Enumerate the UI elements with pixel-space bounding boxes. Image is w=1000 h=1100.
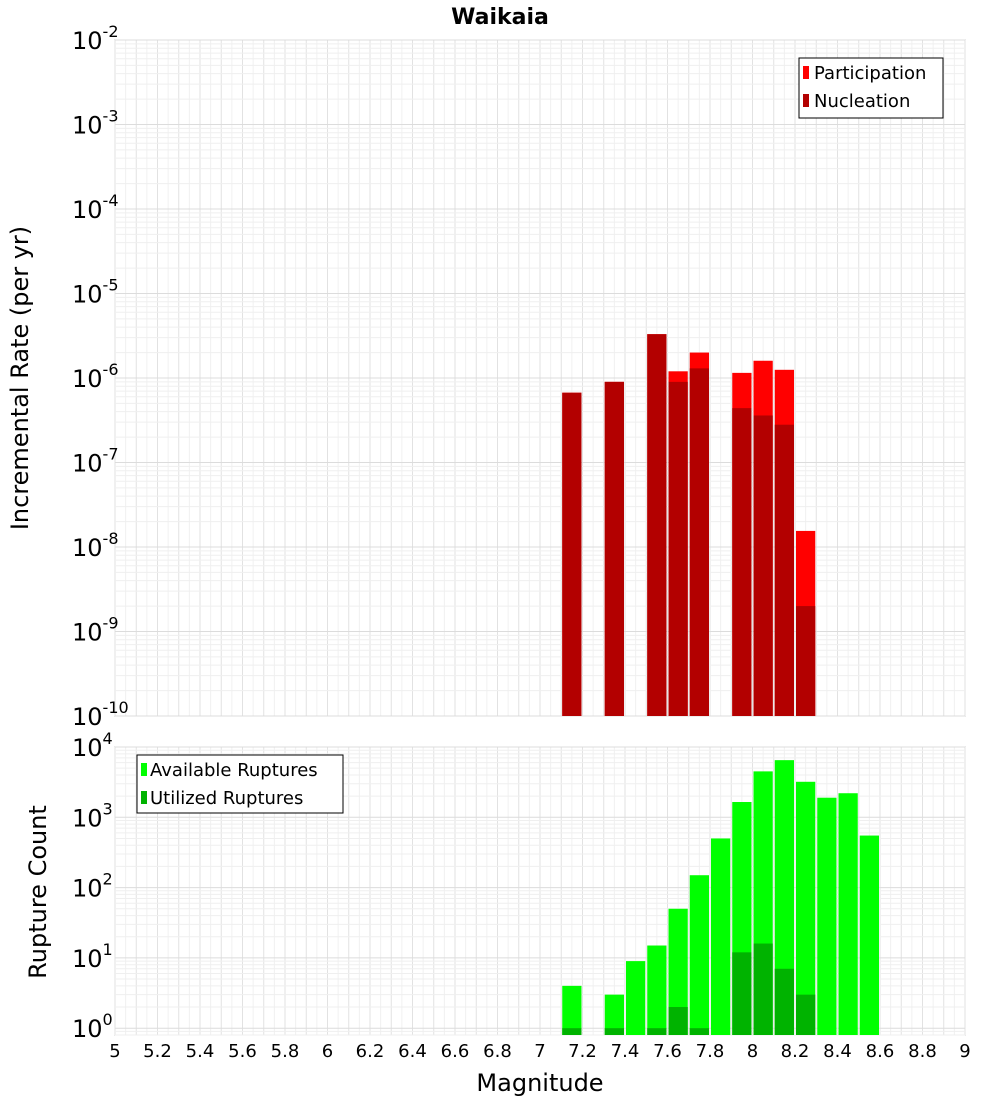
- count-bar-b: [604, 1028, 624, 1035]
- x-tick-label: 7: [534, 1041, 545, 1062]
- x-tick-label: 6.8: [483, 1041, 512, 1062]
- x-tick-label: 6: [322, 1041, 333, 1062]
- count-bar-a: [711, 838, 731, 1035]
- y-tick-label: 10-4: [72, 191, 119, 224]
- count-bar-a: [689, 875, 709, 1035]
- x-tick-label: 9: [959, 1041, 970, 1062]
- count-bar-b: [732, 952, 752, 1035]
- legend-label-nucleation: Nucleation: [814, 91, 910, 112]
- top-y-ticks: 10-10 10-9 10-8 10-7 10-6 10-5 10-4 10-3 10-2: [72, 22, 129, 731]
- legend-swatch-participation: [803, 66, 809, 79]
- count-bar-a: [817, 797, 837, 1035]
- count-bar-a: [604, 994, 624, 1035]
- x-tick-label: 8: [747, 1041, 758, 1062]
- x-tick-label: 8.4: [823, 1041, 852, 1062]
- top-bars: [562, 334, 816, 716]
- legend-swatch-available: [141, 763, 147, 776]
- x-tick-label: 5.4: [186, 1041, 215, 1062]
- count-bar-a: [668, 908, 688, 1035]
- rate-bar-b: [732, 408, 752, 716]
- count-bar-b: [796, 994, 816, 1035]
- rate-bar-b: [689, 368, 709, 716]
- bottom-bars: [562, 760, 879, 1035]
- top-gridlines: [114, 39, 966, 717]
- top-plot-area: 10-10 10-9 10-8 10-7 10-6 10-5 10-4 10-3 10-2 In…: [6, 22, 966, 731]
- rate-bar-b: [604, 381, 624, 716]
- chart-title: Waikaia: [451, 5, 549, 30]
- count-bar-b: [774, 968, 794, 1035]
- count-bar-a: [838, 793, 858, 1035]
- count-bar-a: [859, 835, 879, 1035]
- x-tick-label: 6.4: [398, 1041, 427, 1062]
- bottom-legend: Available Ruptures Utilized Ruptures: [136, 754, 344, 814]
- rate-bar-b: [753, 415, 773, 716]
- rate-bar-b: [796, 606, 816, 716]
- x-tick-label: 5.6: [228, 1041, 257, 1062]
- count-bar-b: [689, 1028, 709, 1035]
- count-bar-b: [562, 1028, 582, 1035]
- x-tick-labels: 5 5.2 5.4 5.6 5.8 6 6.2 6.4 6.6 6.8 7 7.2 7.4 7.6 7.8 8…: [109, 1041, 970, 1062]
- bottom-legend-frame: [136, 754, 344, 814]
- y-tick-label: 10-9: [72, 614, 119, 647]
- legend-label-utilized: Utilized Ruptures: [150, 788, 303, 809]
- x-tick-label: 5.8: [271, 1041, 300, 1062]
- rate-bar-b: [774, 424, 794, 716]
- top-legend-frame: [798, 57, 944, 119]
- y-tick-label: 10-3: [72, 107, 119, 140]
- x-tick-label: 8.6: [866, 1041, 895, 1062]
- y-tick-label: 10-8: [72, 529, 119, 562]
- count-bar-a: [626, 961, 646, 1035]
- rate-bar-b: [562, 392, 582, 716]
- y-tick-label: 10-7: [72, 445, 119, 478]
- y-tick-label: 104: [72, 729, 113, 762]
- x-tick-label: 5.2: [143, 1041, 172, 1062]
- y-tick-label: 10-10: [72, 698, 129, 731]
- legend-label-available: Available Ruptures: [150, 760, 318, 781]
- count-bar-b: [668, 1007, 688, 1035]
- count-bar-b: [647, 1028, 667, 1035]
- top-y-axis-label: Incremental Rate (per yr): [6, 226, 34, 530]
- bottom-y-ticks: 100 101 102 103 104: [72, 729, 113, 1043]
- x-tick-label: 7.8: [696, 1041, 725, 1062]
- legend-label-participation: Participation: [814, 63, 926, 84]
- legend-swatch-utilized: [141, 791, 147, 804]
- y-tick-label: 10-6: [72, 360, 119, 393]
- x-tick-label: 7.4: [611, 1041, 640, 1062]
- count-bar-a: [647, 945, 667, 1035]
- rate-bar-b: [647, 334, 667, 716]
- y-tick-label: 101: [72, 940, 113, 973]
- x-axis-label: Magnitude: [476, 1069, 603, 1097]
- count-bar-a: [796, 781, 816, 1035]
- y-tick-label: 103: [72, 799, 113, 832]
- x-tick-label: 5: [109, 1041, 120, 1062]
- count-bar-b: [753, 943, 773, 1035]
- x-tick-label: 8.2: [781, 1041, 810, 1062]
- legend-swatch-nucleation: [803, 94, 809, 107]
- x-tick-label: 6.2: [356, 1041, 385, 1062]
- count-bar-a: [774, 760, 794, 1035]
- rate-bar-b: [668, 381, 688, 716]
- x-tick-label: 6.6: [441, 1041, 470, 1062]
- y-tick-label: 102: [72, 870, 113, 903]
- y-tick-label: 10-5: [72, 276, 119, 309]
- bottom-y-axis-label: Rupture Count: [24, 805, 52, 979]
- bottom-plot-area: 100 101 102 103 104 5 5.2 5.4 5.6 5.8 6 6.2 6.4 6.6 6…: [24, 729, 971, 1097]
- count-bar-a: [562, 985, 582, 1035]
- top-legend: Participation Nucleation: [798, 57, 944, 119]
- x-tick-label: 7.6: [653, 1041, 682, 1062]
- y-tick-label: 10-2: [72, 22, 119, 55]
- y-tick-label: 100: [72, 1010, 113, 1043]
- x-tick-label: 7.2: [568, 1041, 597, 1062]
- x-tick-label: 8.8: [908, 1041, 937, 1062]
